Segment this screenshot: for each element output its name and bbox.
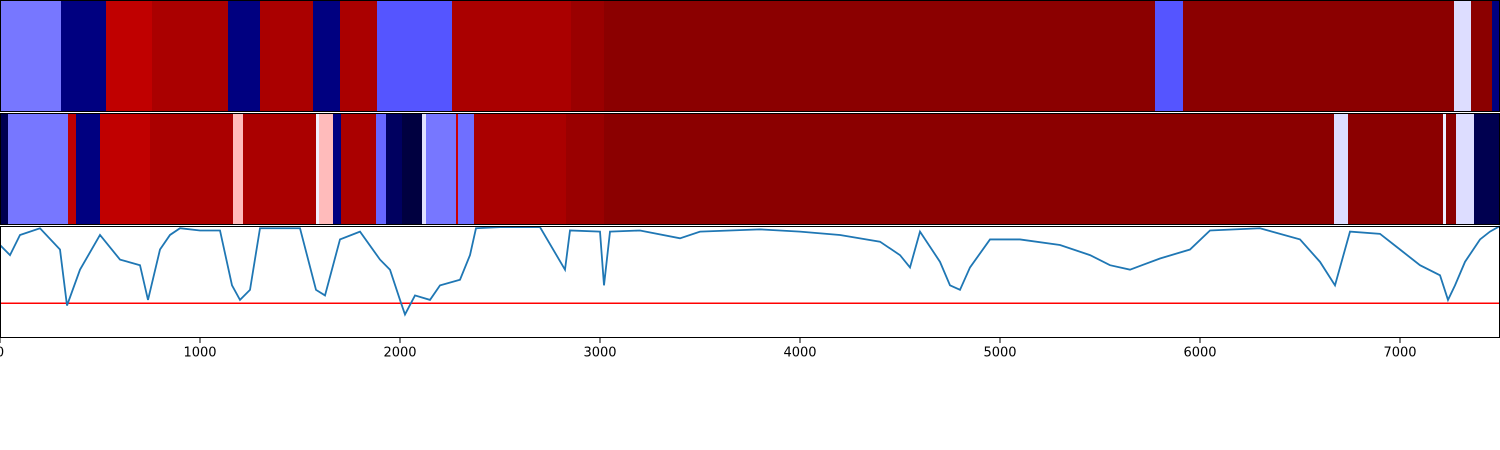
segment <box>333 113 341 225</box>
segment <box>228 0 260 112</box>
segment <box>76 113 100 225</box>
x-tick-label: 7000 <box>1383 346 1416 361</box>
segment <box>260 0 313 112</box>
x-tick-label: 3000 <box>583 346 616 361</box>
x-tick-label: 2000 <box>383 346 416 361</box>
segment <box>1183 0 1454 112</box>
segment <box>316 113 319 225</box>
segment <box>1443 113 1446 225</box>
x-tick-label: 6000 <box>1183 346 1216 361</box>
segment <box>106 0 152 112</box>
segment <box>1471 0 1492 112</box>
segment <box>456 113 458 225</box>
segment <box>340 0 377 112</box>
segment <box>474 113 566 225</box>
segment <box>377 0 452 112</box>
segment <box>422 113 426 225</box>
segment <box>1334 113 1348 225</box>
segment <box>150 113 233 225</box>
segment <box>1456 113 1474 225</box>
segment <box>8 113 68 225</box>
segment <box>0 0 61 112</box>
segment <box>68 113 76 225</box>
segment <box>402 113 422 225</box>
x-tick-label: 1000 <box>183 346 216 361</box>
segment <box>571 0 604 112</box>
x-tick-label: 5000 <box>983 346 1016 361</box>
segment <box>313 0 340 112</box>
segment <box>61 0 106 112</box>
segment <box>1348 113 1443 225</box>
segment <box>1454 0 1471 112</box>
segment <box>426 113 456 225</box>
segment <box>452 0 571 112</box>
segment <box>233 113 243 225</box>
segment <box>319 113 333 225</box>
segment <box>386 113 402 225</box>
segment <box>1155 0 1183 112</box>
segment <box>604 113 1334 225</box>
x-tick-label: 4000 <box>783 346 816 361</box>
segment <box>376 113 386 225</box>
segment <box>566 113 604 225</box>
segment <box>1446 113 1456 225</box>
segment <box>458 113 474 225</box>
segment <box>1474 113 1500 225</box>
segment <box>1492 0 1500 112</box>
segment <box>604 0 1155 112</box>
segment <box>152 0 228 112</box>
segment <box>243 113 316 225</box>
segment <box>100 113 150 225</box>
segment <box>341 113 376 225</box>
panel-frame <box>0 226 1500 338</box>
data-line <box>0 225 1500 317</box>
segment <box>0 113 8 225</box>
x-tick-label: 0 <box>0 346 4 361</box>
